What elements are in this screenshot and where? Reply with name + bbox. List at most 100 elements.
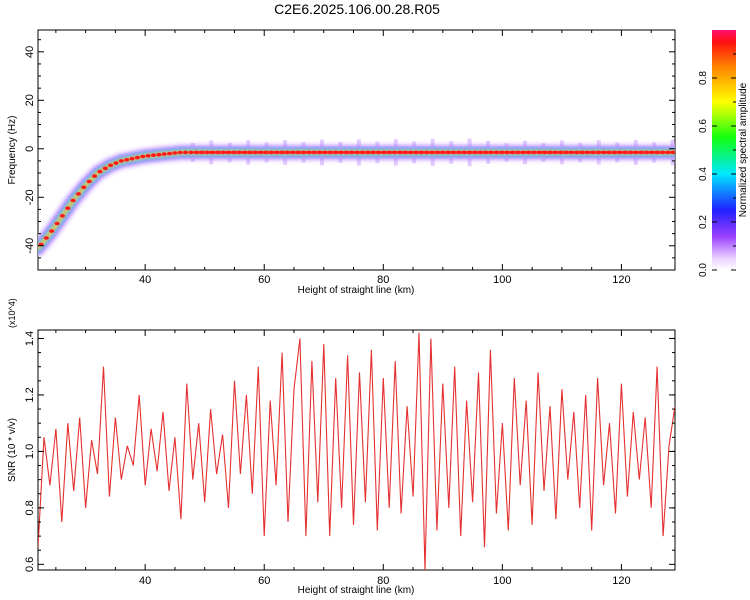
ridge-peak-blob bbox=[150, 153, 157, 157]
snr-y-tick-label: 1.2 bbox=[24, 387, 36, 402]
ridge-peak-blob bbox=[616, 150, 623, 155]
ridge-noise-puff bbox=[578, 142, 583, 147]
ridge-noise-puff bbox=[633, 158, 638, 165]
ridge-peak-blob bbox=[434, 150, 441, 155]
spectrogram-x-tick-label: 40 bbox=[139, 274, 151, 286]
ridge-peak-blob bbox=[643, 150, 650, 155]
spectrogram-x-tick-label: 100 bbox=[493, 274, 511, 286]
ridge-noise-puff bbox=[375, 158, 380, 164]
ridge-peak-blob bbox=[525, 150, 532, 155]
ridge-noise-puff bbox=[393, 139, 398, 147]
ridge-noise-puff bbox=[430, 158, 435, 166]
ridge-noise-puff bbox=[449, 141, 454, 147]
ridge-noise-puff bbox=[449, 158, 454, 164]
ridge-noise-puff bbox=[412, 141, 417, 147]
ridge-peak-blob bbox=[396, 150, 404, 155]
snr-x-tick-label: 120 bbox=[612, 575, 630, 587]
spectrogram-peak-blobs bbox=[38, 138, 675, 247]
ridge-peak-blob bbox=[632, 150, 639, 155]
ridge-peak-blob bbox=[102, 166, 108, 171]
ridge-peak-blob bbox=[578, 150, 586, 155]
ridge-peak-blob bbox=[428, 150, 436, 155]
ridge-peak-blob bbox=[375, 150, 382, 155]
colorbar: 0.0 0.2 0.4 0.6 0.8 Normalized spectral ampl… bbox=[698, 30, 749, 277]
ridge-peak-blob bbox=[391, 150, 398, 155]
ridge-noise-puff bbox=[283, 139, 288, 147]
ridge-noise-puff bbox=[190, 143, 195, 147]
ridge-peak-blob bbox=[337, 150, 345, 155]
snr-x-tick-label: 60 bbox=[258, 575, 270, 587]
snr-y-label: SNR (10 * v/v) bbox=[7, 418, 18, 482]
ridge-peak-blob bbox=[203, 150, 211, 155]
ridge-peak-blob bbox=[562, 150, 570, 155]
ridge-peak-blob bbox=[477, 150, 484, 155]
ridge-peak-blob bbox=[230, 150, 238, 155]
ridge-peak-blob bbox=[284, 150, 291, 155]
ridge-peak-blob bbox=[455, 150, 463, 155]
ridge-peak-blob bbox=[471, 150, 479, 155]
ridge-noise-puff bbox=[504, 143, 509, 147]
ridge-peak-blob bbox=[627, 150, 634, 155]
ridge-peak-blob bbox=[188, 150, 194, 155]
ridge-peak-blob bbox=[289, 150, 296, 155]
ridge-noise-puff bbox=[559, 158, 564, 165]
ridge-peak-blob bbox=[156, 152, 162, 157]
ridge-peak-blob bbox=[257, 150, 264, 155]
spectrogram-y-tick-label: 40 bbox=[24, 46, 36, 58]
ridge-peak-blob bbox=[140, 154, 146, 159]
ridge-noise-puff bbox=[541, 158, 546, 162]
ridge-peak-blob bbox=[380, 150, 388, 155]
ridge-noise-puff bbox=[670, 158, 675, 166]
ridge-peak-blob bbox=[118, 159, 124, 163]
ridge-noise-puff bbox=[504, 158, 509, 162]
chart-title: C2E6.2025.106.00.28.R05 bbox=[274, 1, 440, 17]
ridge-peak-blob bbox=[573, 150, 580, 155]
ridge-peak-blob bbox=[514, 150, 521, 155]
ridge-noise-puff bbox=[356, 158, 361, 166]
spectrogram-x-tick-label: 60 bbox=[258, 274, 270, 286]
ridge-peak-blob bbox=[65, 206, 71, 210]
ridge-peak-blob bbox=[386, 150, 393, 155]
ridge-noise-puff bbox=[615, 158, 620, 163]
ridge-noise-puff bbox=[430, 138, 435, 147]
ridge-noise-puff bbox=[467, 138, 472, 147]
ridge-peak-blob bbox=[439, 150, 446, 155]
snr-series-line bbox=[38, 332, 675, 570]
ridge-noise-puff bbox=[301, 158, 306, 163]
ridge-peak-blob bbox=[295, 150, 302, 155]
ridge-peak-blob bbox=[664, 150, 672, 155]
ridge-peak-blob bbox=[241, 150, 248, 155]
ridge-noise-puff bbox=[541, 143, 546, 147]
ridge-peak-blob bbox=[167, 151, 173, 156]
ridge-peak-blob bbox=[268, 150, 275, 155]
ridge-noise-puff bbox=[412, 158, 417, 164]
snr-x-tick-label: 80 bbox=[377, 575, 389, 587]
ridge-noise-puff bbox=[209, 140, 214, 147]
ridge-peak-blob bbox=[321, 150, 329, 155]
ridge-peak-blob bbox=[541, 150, 548, 155]
ridge-peak-blob bbox=[92, 174, 98, 178]
ridge-peak-blob bbox=[49, 229, 55, 233]
ridge-noise-puff bbox=[283, 158, 288, 165]
ridge-peak-blob bbox=[124, 158, 130, 162]
spectrogram-x-tick-label: 120 bbox=[612, 274, 630, 286]
ridge-peak-blob bbox=[300, 150, 307, 155]
ridge-noise-puff bbox=[320, 139, 324, 147]
ridge-peak-blob bbox=[209, 150, 216, 155]
ridge-peak-blob bbox=[584, 150, 591, 155]
spectrogram-y-label: Frequency (Hz) bbox=[7, 116, 18, 185]
ridge-peak-blob bbox=[482, 150, 489, 155]
ridge-noise-puff bbox=[338, 158, 343, 163]
spectrogram-y-ticks: -40 -20 0 20 40 bbox=[24, 39, 675, 259]
ridge-peak-blob bbox=[503, 150, 511, 155]
ridge-noise-puff bbox=[227, 142, 232, 147]
snr-y-tick-label: 1.0 bbox=[24, 444, 36, 459]
snr-x-tick-label: 100 bbox=[493, 575, 511, 587]
ridge-noise-puff bbox=[467, 158, 472, 167]
ridge-peak-blob bbox=[412, 150, 420, 155]
ridge-noise-puff bbox=[578, 158, 583, 163]
ridge-noise-puff bbox=[596, 140, 601, 147]
ridge-noise-puff bbox=[320, 158, 324, 166]
spectrogram-y-tick-label: 0 bbox=[24, 146, 36, 152]
ridge-peak-blob bbox=[278, 150, 286, 155]
